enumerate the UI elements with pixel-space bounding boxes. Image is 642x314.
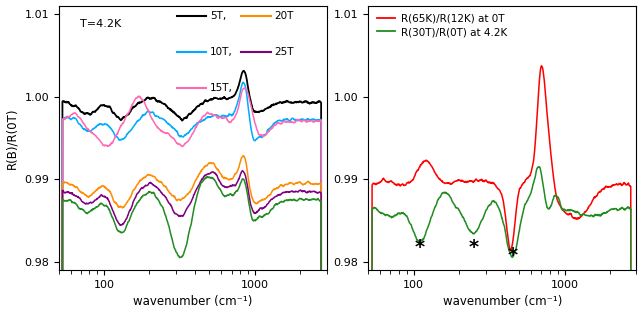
R(30T)/R(0T) at 4.2K [395,212,403,215]
R(65K)/R(12K) at 0T [478,179,486,182]
Text: 10T,: 10T, [210,47,233,57]
Text: 20T: 20T [275,11,294,21]
Text: *: * [469,237,479,257]
X-axis label: wavenumber (cm⁻¹): wavenumber (cm⁻¹) [133,295,252,308]
Legend: R(65K)/R(12K) at 0T, R(30T)/R(0T) at 4.2K: R(65K)/R(12K) at 0T, R(30T)/R(0T) at 4.2… [374,11,510,40]
R(65K)/R(12K) at 0T [553,197,561,201]
R(65K)/R(12K) at 0T [435,176,443,180]
R(65K)/R(12K) at 0T [593,194,600,198]
R(65K)/R(12K) at 0T [538,64,546,68]
Text: 25T: 25T [275,47,294,57]
R(65K)/R(12K) at 0T [564,213,571,216]
Line: R(30T)/R(0T) at 4.2K: R(30T)/R(0T) at 4.2K [371,167,632,314]
Text: *: * [507,246,517,265]
Text: 15T,: 15T, [210,83,233,93]
X-axis label: wavenumber (cm⁻¹): wavenumber (cm⁻¹) [443,295,562,308]
R(30T)/R(0T) at 4.2K [435,197,443,200]
R(65K)/R(12K) at 0T [395,182,403,186]
R(30T)/R(0T) at 4.2K [553,195,561,199]
Text: T=4.2K: T=4.2K [80,19,121,29]
R(30T)/R(0T) at 4.2K [535,165,543,169]
R(30T)/R(0T) at 4.2K [478,218,486,221]
R(30T)/R(0T) at 4.2K [593,213,600,217]
Line: R(65K)/R(12K) at 0T: R(65K)/R(12K) at 0T [371,66,632,314]
R(30T)/R(0T) at 4.2K [564,208,571,212]
Y-axis label: R(B)/R(0T): R(B)/R(0T) [6,107,19,169]
Text: *: * [415,237,425,257]
Text: 5T,: 5T, [210,11,227,21]
